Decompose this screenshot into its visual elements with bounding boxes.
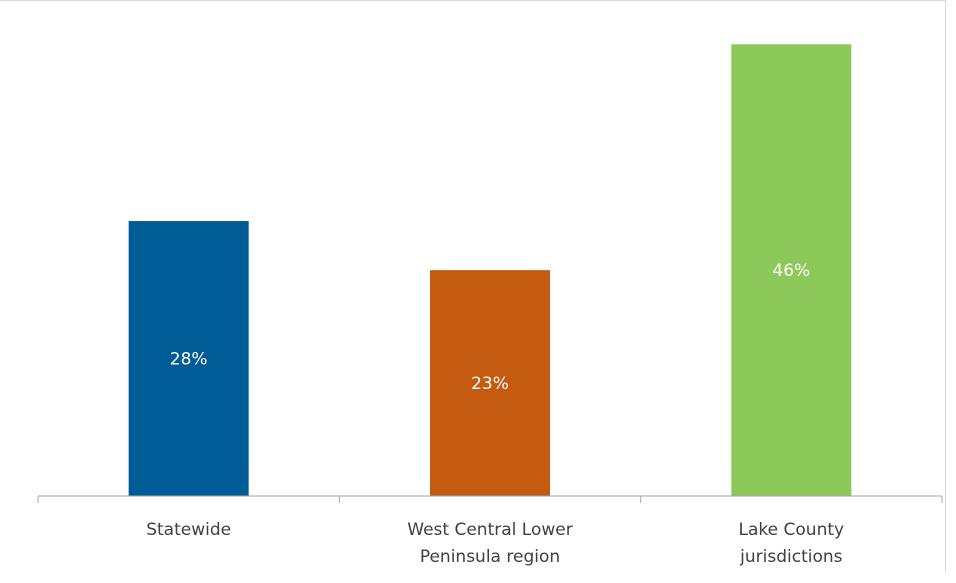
- x-axis: [37, 495, 943, 503]
- category-label-line: Lake County: [739, 520, 845, 540]
- category-label-1: Statewide: [146, 520, 231, 540]
- bar-2: [430, 270, 550, 496]
- data-label-1: 28%: [170, 350, 208, 370]
- category-label-line: jurisdictions: [739, 547, 842, 567]
- data-label-3: 46%: [772, 261, 810, 281]
- category-label-2: West Central Lower Peninsula region: [407, 520, 572, 567]
- category-label-line: Statewide: [146, 520, 231, 540]
- data-label-2: 23%: [471, 374, 509, 394]
- labels-layer: 28% Statewide 23% West Central Lower Peninsu…: [146, 261, 844, 567]
- bar-1: [128, 221, 249, 497]
- bar-3: [731, 44, 852, 496]
- category-label-3: Lake County jurisdictions: [739, 520, 845, 567]
- category-label-line: Peninsula region: [420, 547, 560, 567]
- chart-frame: 28% Statewide 23% West Central Lower Peninsu…: [0, 0, 946, 572]
- category-label-line: West Central Lower: [407, 520, 572, 540]
- bars-layer: [128, 44, 852, 497]
